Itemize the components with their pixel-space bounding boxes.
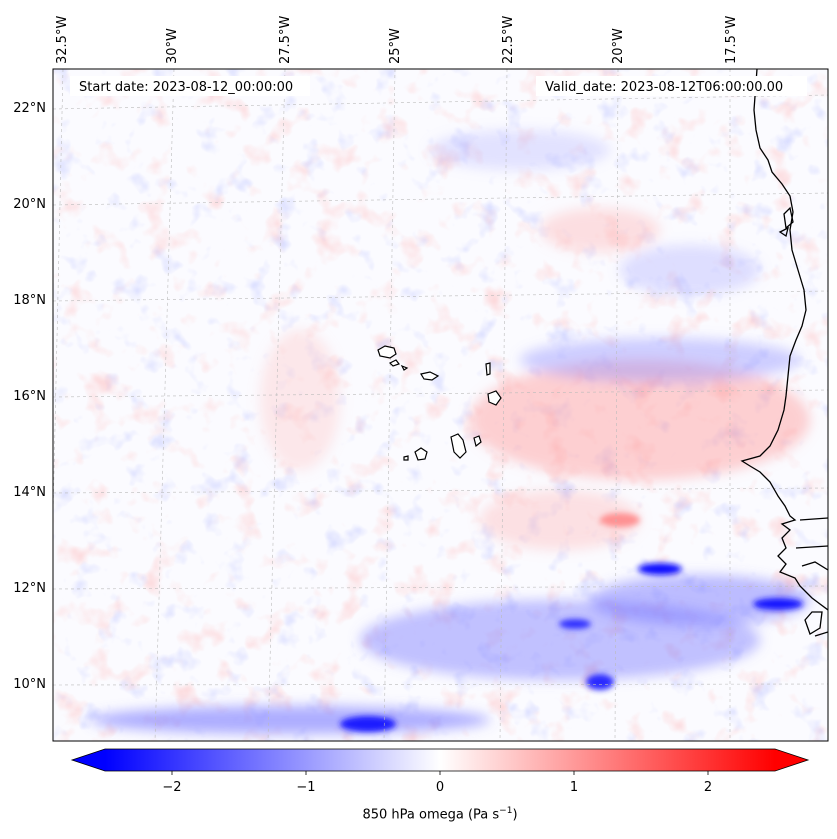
gridlines xyxy=(53,69,828,741)
colorbar-label-close: ) xyxy=(512,807,518,823)
colorbar-label: 850 hPa omega (Pa s−1) xyxy=(0,806,837,822)
lon-label: 20°W xyxy=(611,28,626,64)
lon-label: 27.5°W xyxy=(278,16,293,64)
lat-label: 12°N xyxy=(13,581,46,596)
colorbar-label-exponent: −1 xyxy=(499,806,513,816)
colorbar-max-extension xyxy=(775,749,808,771)
colorbar-tick: −1 xyxy=(296,780,315,795)
lon-label: 22.5°W xyxy=(501,16,516,64)
lat-label: 18°N xyxy=(13,293,46,308)
lat-label: 16°N xyxy=(13,389,46,404)
lon-label: 32.5°W xyxy=(55,16,70,64)
lat-label: 14°N xyxy=(13,485,46,500)
colorbar-min-extension xyxy=(72,749,105,771)
colorbar-tick: 0 xyxy=(436,780,444,795)
map-frame xyxy=(52,68,829,742)
valid-date-label: Valid_date: 2023-08-12T06:00:00.00 xyxy=(545,80,783,95)
lon-label: 17.5°W xyxy=(724,16,739,64)
longitude-labels: 32.5°W 30°W 27.5°W 25°W 22.5°W 20°W 17.5… xyxy=(55,16,739,64)
lat-label: 22°N xyxy=(13,101,46,116)
start-date-label: Start date: 2023-08-12_00:00:00 xyxy=(79,80,293,95)
colorbar: −2 −1 0 1 2 xyxy=(70,748,810,795)
lon-label: 30°W xyxy=(165,28,180,64)
cabo-verde-islands xyxy=(377,345,502,461)
latitude-labels: 22°N 20°N 18°N 16°N 14°N 12°N 10°N xyxy=(13,101,46,692)
coastline xyxy=(740,69,828,637)
colorbar-label-main: 850 hPa omega (Pa s xyxy=(362,807,500,823)
colorbar-tick: 1 xyxy=(570,780,578,795)
lat-label: 20°N xyxy=(13,197,46,212)
lat-label: 10°N xyxy=(13,677,46,692)
colorbar-tick: −2 xyxy=(162,780,181,795)
lon-label: 25°W xyxy=(388,28,403,64)
omega-field xyxy=(53,69,828,741)
colorbar-tick: 2 xyxy=(704,780,712,795)
